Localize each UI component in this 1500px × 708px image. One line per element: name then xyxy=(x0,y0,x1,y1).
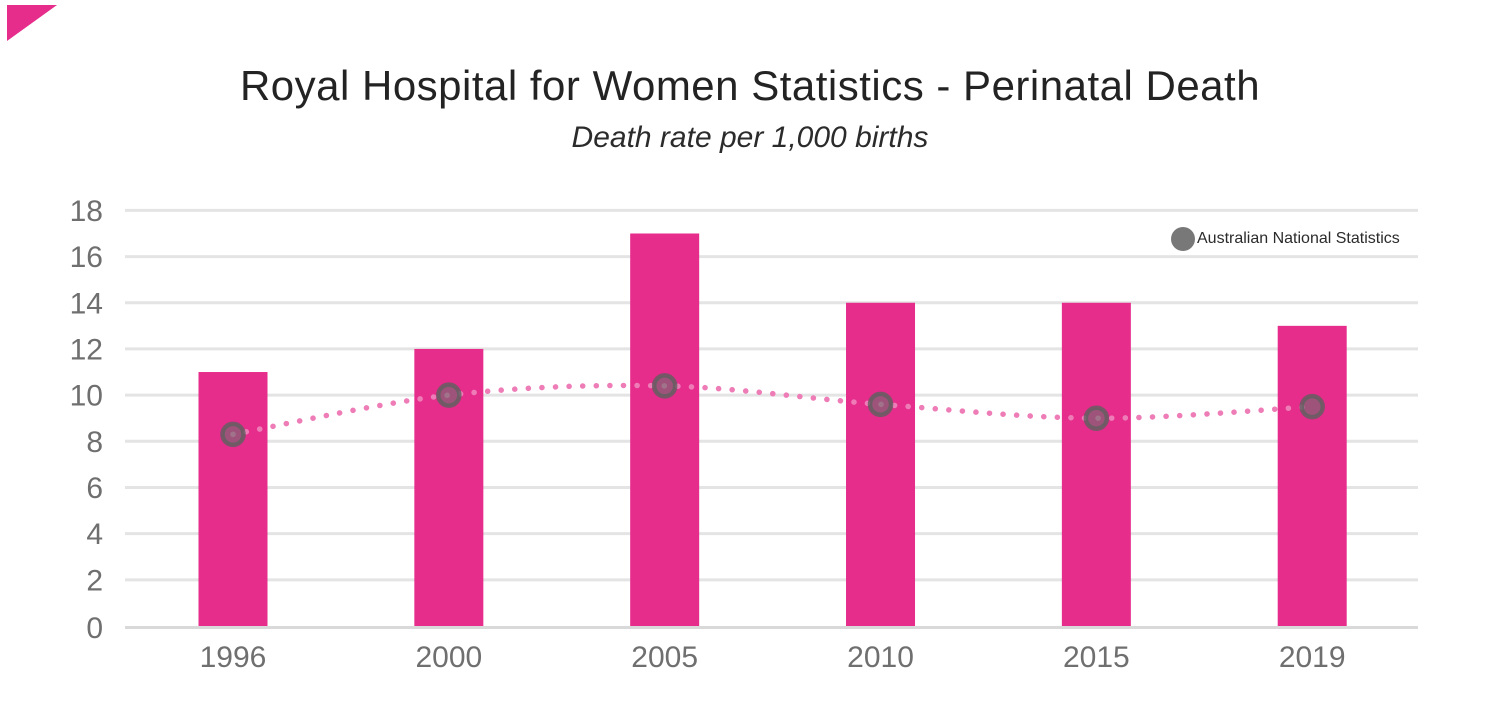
national-stat-point-2000 xyxy=(436,382,462,408)
bar-2010 xyxy=(846,302,916,626)
y-tick-label-12: 12 xyxy=(70,333,103,366)
legend-dot-icon xyxy=(1171,227,1195,251)
x-tick-label-2019: 2019 xyxy=(1279,641,1346,674)
y-tick-label-2: 2 xyxy=(86,564,103,597)
legend-label: Australian National Statistics xyxy=(1197,230,1400,247)
y-tick-label-0: 0 xyxy=(86,612,103,645)
x-tick-label-2015: 2015 xyxy=(1063,641,1130,674)
national-stat-point-1996 xyxy=(220,421,246,448)
national-statistics-dotted-line xyxy=(230,382,1315,438)
y-tick-label-18: 18 xyxy=(70,195,103,228)
x-tick-label-2000: 2000 xyxy=(415,641,482,674)
corner-accent-triangle xyxy=(7,5,57,41)
national-stat-point-2015 xyxy=(1083,405,1110,431)
national-stat-point-2010 xyxy=(867,391,894,418)
chart-subtitle: Death rate per 1,000 births xyxy=(571,121,929,154)
x-tick-label-2010: 2010 xyxy=(847,641,914,674)
chart-title: Royal Hospital for Women Statistics - Pe… xyxy=(239,62,1261,109)
bar-1996 xyxy=(198,372,268,626)
y-tick-label-6: 6 xyxy=(86,472,103,505)
y-tick-label-8: 8 xyxy=(86,426,103,459)
y-tick-label-16: 16 xyxy=(70,241,103,274)
bar-2005 xyxy=(630,233,700,626)
bar-2015 xyxy=(1061,302,1131,626)
y-tick-label-14: 14 xyxy=(70,287,103,320)
y-tick-label-10: 10 xyxy=(70,380,103,413)
national-stat-point-2005 xyxy=(651,373,678,399)
x-tick-label-2005: 2005 xyxy=(631,641,698,674)
y-tick-label-4: 4 xyxy=(86,518,103,551)
legend: Australian National Statistics xyxy=(1171,227,1400,251)
national-stat-point-2019 xyxy=(1299,393,1325,420)
bar-2019 xyxy=(1277,325,1347,626)
x-tick-label-1996: 1996 xyxy=(200,641,267,674)
